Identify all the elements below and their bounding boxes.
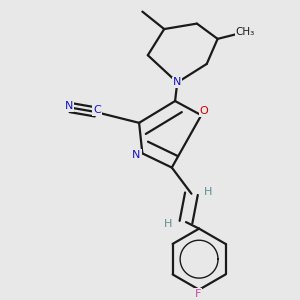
Text: N: N — [173, 77, 182, 88]
Text: N: N — [65, 101, 74, 111]
Text: H: H — [204, 187, 212, 196]
Text: N: N — [132, 150, 141, 160]
Text: O: O — [200, 106, 208, 116]
Text: H: H — [164, 219, 173, 229]
Text: C: C — [93, 105, 101, 115]
Text: CH₃: CH₃ — [236, 27, 255, 37]
Text: F: F — [195, 289, 201, 299]
